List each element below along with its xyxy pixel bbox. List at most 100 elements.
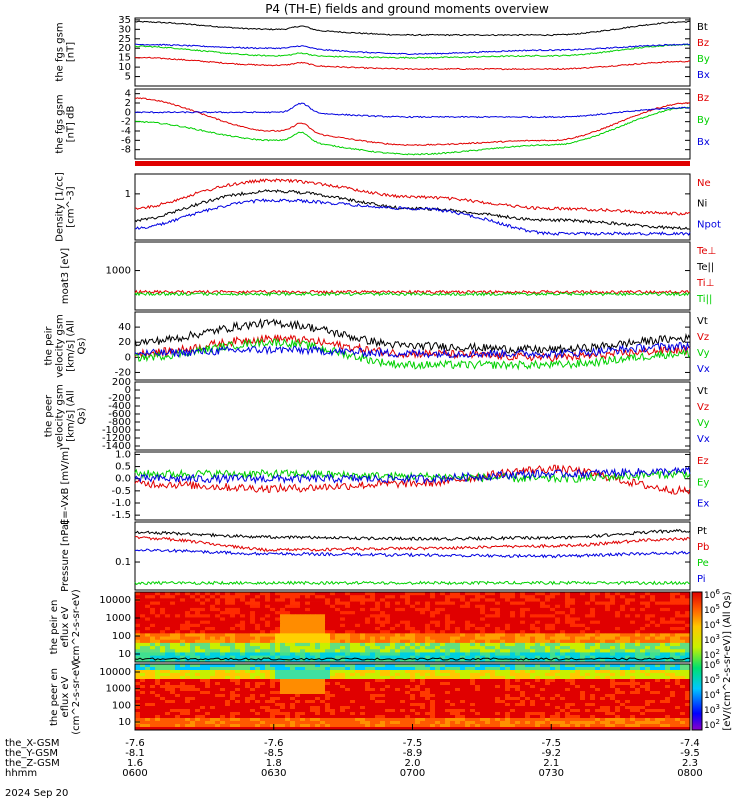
heatmap-cell	[305, 604, 311, 609]
heatmap-cell	[595, 667, 601, 671]
heatmap-cell	[310, 601, 316, 606]
heatmap-cell	[235, 691, 241, 695]
heatmap-cell	[575, 694, 581, 698]
heatmap-cell	[370, 658, 376, 663]
heatmap-cell	[270, 649, 276, 653]
heatmap-cell	[545, 679, 551, 683]
heatmap-cell	[610, 670, 616, 674]
heatmap-cell	[340, 595, 346, 599]
heatmap-cell	[290, 682, 296, 686]
heatmap-cell	[210, 694, 216, 698]
heatmap-cell	[335, 649, 341, 653]
heatmap-cell	[335, 652, 341, 657]
heatmap-cell	[585, 685, 591, 689]
heatmap-cell	[180, 667, 186, 671]
heatmap-cell	[510, 614, 516, 618]
heatmap-cell	[140, 682, 146, 686]
heatmap-cell	[450, 592, 456, 596]
heatmap-cell	[645, 620, 651, 625]
heatmap-cell	[590, 700, 596, 704]
heatmap-cell	[525, 607, 531, 612]
heatmap-cell	[260, 721, 266, 725]
heatmap-cell	[210, 718, 216, 722]
heatmap-cell	[135, 673, 141, 677]
heatmap-cell	[640, 639, 646, 644]
heatmap-cell	[345, 611, 351, 615]
heatmap-cell	[220, 715, 226, 719]
y-tick-label: 25	[118, 34, 131, 45]
heatmap-cell	[590, 706, 596, 710]
heatmap-cell	[685, 658, 691, 663]
heatmap-cell	[530, 633, 536, 637]
heatmap-cell	[355, 633, 361, 637]
heatmap-cell	[525, 611, 531, 615]
heatmap-cell	[530, 694, 536, 698]
heatmap-cell	[320, 682, 326, 686]
heatmap-cell	[385, 673, 391, 677]
heatmap-cell	[335, 611, 341, 615]
heatmap-cell	[315, 595, 321, 599]
heatmap-cell	[545, 703, 551, 707]
heatmap-cell	[545, 655, 551, 660]
heatmap-cell	[230, 715, 236, 719]
heatmap-cell	[430, 655, 436, 660]
heatmap-cell	[300, 646, 306, 650]
heatmap-cell	[400, 706, 406, 710]
heatmap-cell	[640, 685, 646, 689]
heatmap-cell	[385, 617, 391, 622]
heatmap-cell	[220, 601, 226, 606]
heatmap-cell	[465, 652, 471, 657]
heatmap-cell	[600, 630, 606, 634]
heatmap-cell	[145, 667, 151, 671]
heatmap-cell	[440, 709, 446, 713]
heatmap-cell	[165, 727, 171, 731]
heatmap-cell	[635, 715, 641, 719]
heatmap-cell	[670, 691, 676, 695]
heatmap-cell	[635, 667, 641, 671]
heatmap-cell	[625, 627, 631, 631]
heatmap-cell	[290, 718, 296, 722]
heatmap-cell	[175, 630, 181, 634]
heatmap-cell	[415, 598, 421, 602]
heatmap-cell	[235, 703, 241, 707]
heatmap-cell	[400, 642, 406, 647]
heatmap-cell	[460, 646, 466, 650]
heatmap-cell	[640, 598, 646, 602]
heatmap-cell	[260, 601, 266, 606]
heatmap-cell	[145, 623, 151, 628]
heatmap-cell	[545, 688, 551, 692]
heatmap-cell	[625, 667, 631, 671]
heatmap-cell	[410, 694, 416, 698]
heatmap-cell	[570, 676, 576, 680]
heatmap-cell	[510, 611, 516, 615]
heatmap-cell	[570, 697, 576, 701]
heatmap-cell	[395, 718, 401, 722]
heatmap-cell	[365, 691, 371, 695]
heatmap-cell	[625, 611, 631, 615]
heatmap-cell	[235, 614, 241, 618]
heatmap-cell	[620, 607, 626, 612]
heatmap-cell	[140, 646, 146, 650]
heatmap-cell	[570, 604, 576, 609]
heatmap-cell	[620, 721, 626, 725]
heatmap-cell	[395, 646, 401, 650]
heatmap-cell	[165, 703, 171, 707]
heatmap-cell	[470, 667, 476, 671]
heatmap-cell	[535, 724, 541, 728]
heatmap-cell	[190, 703, 196, 707]
heatmap-cell	[460, 673, 466, 677]
heatmap-cell	[245, 670, 251, 674]
heatmap-cell	[495, 676, 501, 680]
heatmap-cell	[315, 688, 321, 692]
heatmap-cell	[510, 617, 516, 622]
heatmap-cell	[530, 655, 536, 660]
heatmap-cell	[520, 721, 526, 725]
heatmap-cell	[360, 724, 366, 728]
heatmap-cell	[390, 658, 396, 663]
heatmap-cell	[215, 652, 221, 657]
heatmap-cell	[620, 604, 626, 609]
heatmap-cell	[345, 682, 351, 686]
heatmap-cell	[280, 667, 286, 671]
heatmap-cell	[550, 712, 556, 716]
heatmap-cell	[365, 676, 371, 680]
